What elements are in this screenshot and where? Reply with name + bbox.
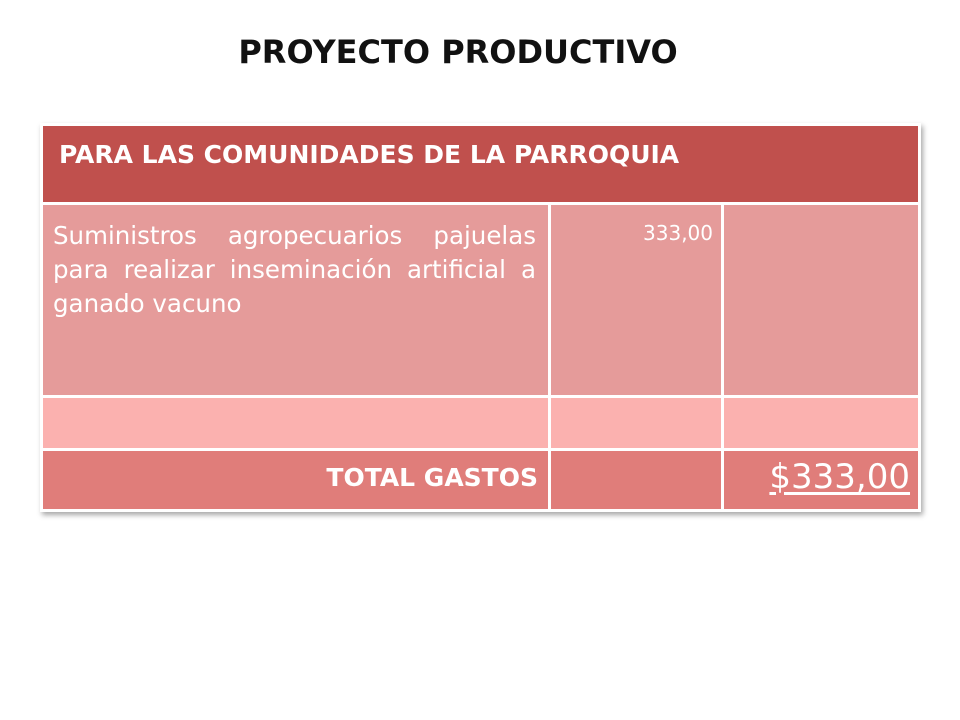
- total-value: $333,00: [769, 457, 911, 497]
- empty-cell: [40, 395, 551, 451]
- empty-cell: [548, 395, 724, 451]
- total-value-cell: $333,00: [720, 448, 922, 512]
- table-header: PARA LAS COMUNIDADES DE LA PARROQUIA: [39, 123, 922, 205]
- total-row: TOTAL GASTOS $333,00: [40, 448, 922, 512]
- extra-cell: [720, 202, 922, 398]
- empty-row: [40, 395, 922, 451]
- amount-cell: 333,00: [548, 202, 724, 398]
- page-title: PROYECTO PRODUCTIVO: [238, 33, 678, 71]
- empty-cell: [720, 395, 922, 451]
- item-amount: 333,00: [643, 221, 713, 245]
- total-empty-cell: [548, 448, 724, 512]
- total-label: TOTAL GASTOS: [326, 463, 538, 492]
- total-label-cell: TOTAL GASTOS: [40, 448, 551, 512]
- table-header-row: PARA LAS COMUNIDADES DE LA PARROQUIA: [39, 123, 922, 205]
- item-description: Suministros agropecuarios pajuelas para …: [53, 221, 536, 318]
- table-row: Suministros agropecuarios pajuelas para …: [40, 202, 922, 398]
- budget-table: PARA LAS COMUNIDADES DE LA PARROQUIA Sum…: [39, 123, 922, 512]
- description-cell: Suministros agropecuarios pajuelas para …: [40, 202, 551, 398]
